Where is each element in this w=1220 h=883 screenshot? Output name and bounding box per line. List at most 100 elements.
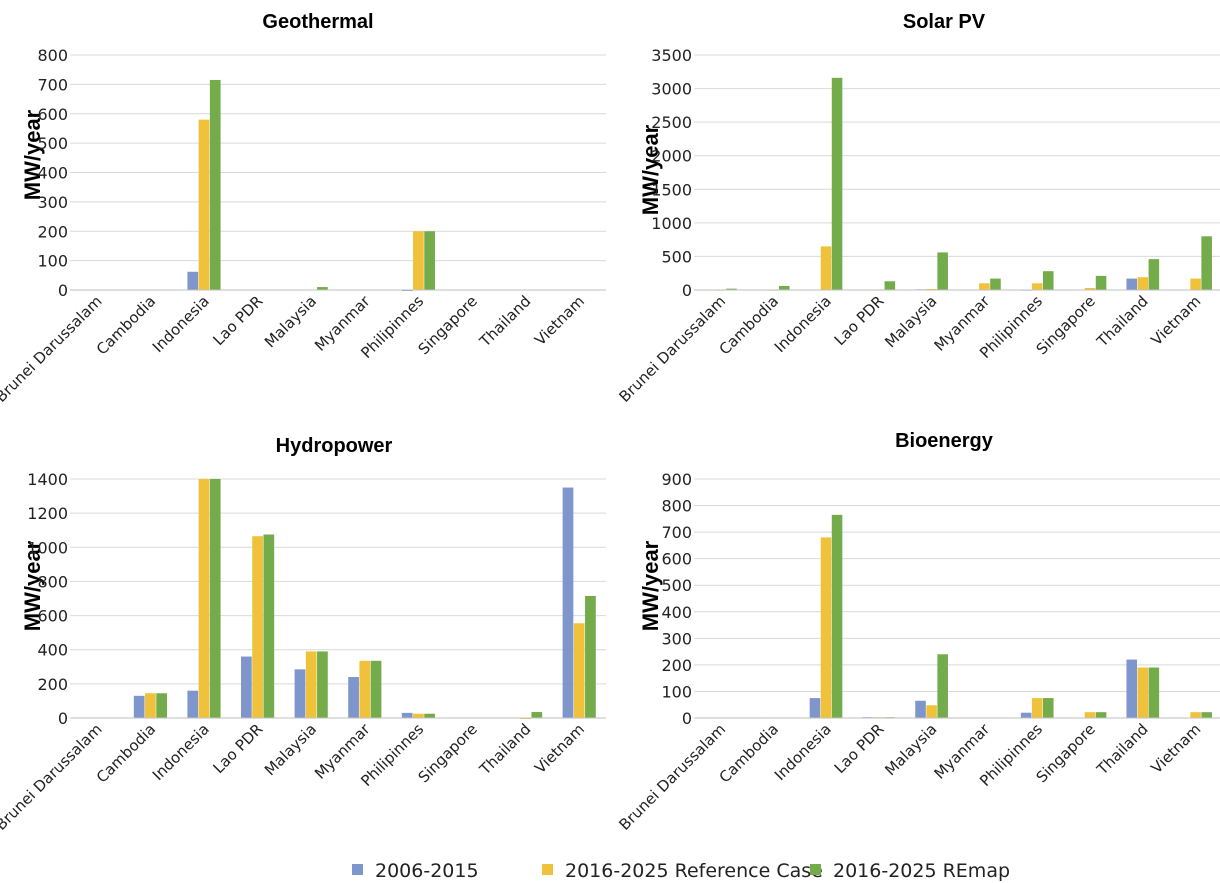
x-tick-label: Thailand bbox=[475, 720, 534, 779]
bar-3-singapore bbox=[1095, 712, 1107, 718]
y-tick-label: 800 bbox=[661, 497, 692, 516]
y-tick-label: 3000 bbox=[651, 80, 692, 99]
chart-title: Solar PV bbox=[903, 11, 986, 33]
y-tick-label: 200 bbox=[661, 656, 692, 675]
bar-1-indonesia bbox=[809, 698, 821, 718]
y-tick-label: 400 bbox=[661, 603, 692, 622]
bar-2-philipinnes bbox=[413, 713, 424, 718]
y-tick-label: 300 bbox=[661, 629, 692, 648]
y-tick-label: 700 bbox=[661, 523, 692, 542]
legend-label: 2016-2025 Reference Case bbox=[565, 860, 823, 882]
bar-2-indonesia bbox=[198, 479, 210, 718]
y-tick-label: 1200 bbox=[27, 504, 68, 523]
y-tick-label: 300 bbox=[37, 193, 68, 212]
y-tick-label: 600 bbox=[661, 550, 692, 569]
bar-3-lao-pdr bbox=[884, 281, 896, 290]
x-tick-label: Lao PDR bbox=[831, 292, 888, 349]
y-tick-label: 0 bbox=[682, 281, 692, 300]
y-tick-label: 400 bbox=[37, 164, 68, 183]
bar-1-thailand bbox=[1126, 278, 1138, 290]
bar-3-vietnam bbox=[1201, 236, 1212, 290]
x-tick-label: Vietnam bbox=[1147, 720, 1204, 777]
bar-3-thailand bbox=[1148, 667, 1160, 718]
bar-3-indonesia bbox=[831, 77, 843, 290]
bar-3-philipinnes bbox=[424, 713, 435, 718]
bar-1-philipinnes bbox=[1020, 712, 1032, 718]
bar-3-vietnam bbox=[585, 595, 596, 718]
bar-3-malaysia bbox=[317, 287, 328, 290]
x-tick-label: Brunei Darussalam bbox=[0, 720, 106, 834]
y-axis-label: MW/year bbox=[20, 109, 45, 200]
bar-1-vietnam bbox=[562, 487, 574, 718]
bar-3-philipinnes bbox=[1042, 698, 1054, 718]
legend-item: 2016-2025 REmap bbox=[810, 860, 1010, 882]
legend-swatch bbox=[810, 864, 821, 875]
x-tick-label: Singapore bbox=[415, 292, 481, 358]
bar-3-myanmar bbox=[990, 278, 1001, 290]
x-tick-label: Indonesia bbox=[149, 720, 213, 784]
legend-swatch bbox=[542, 864, 553, 875]
bar-3-singapore bbox=[1095, 275, 1107, 290]
chart-solar-pv: Solar PV MW/year 0 500 1000 1500 2000 2500 3000 3… bbox=[615, 11, 1220, 406]
y-tick-label: 400 bbox=[37, 641, 68, 660]
bar-2-myanmar bbox=[359, 660, 371, 718]
bar-1-thailand bbox=[1126, 659, 1138, 718]
y-axis-label: MW/year bbox=[638, 124, 663, 215]
legend-label: 2016-2025 REmap bbox=[833, 860, 1010, 882]
bar-2-malaysia bbox=[926, 288, 937, 290]
bar-2-indonesia bbox=[198, 119, 210, 291]
bar-2-vietnam bbox=[1190, 712, 1201, 718]
x-tick-label: Indonesia bbox=[149, 292, 213, 356]
chart-hydropower: Hydropower MW/year 0 200 400 600 800 1000 1200 14… bbox=[0, 435, 606, 834]
y-axis-label: MW/year bbox=[20, 540, 45, 631]
y-tick-label: 3500 bbox=[651, 46, 692, 65]
x-tick-label: Lao PDR bbox=[209, 720, 266, 777]
x-tick-label: Brunei Darussalam bbox=[615, 720, 729, 834]
bar-3-cambodia bbox=[778, 285, 790, 290]
bar-1-lao-pdr bbox=[241, 656, 252, 718]
y-tick-label: 500 bbox=[37, 134, 68, 153]
x-tick-label: Thailand bbox=[475, 292, 534, 351]
y-tick-label: 100 bbox=[37, 252, 68, 271]
y-tick-label: 900 bbox=[661, 470, 692, 489]
y-tick-label: 0 bbox=[58, 709, 68, 728]
bar-2-cambodia bbox=[145, 693, 156, 718]
x-tick-label: Indonesia bbox=[771, 292, 835, 356]
y-tick-label: 800 bbox=[37, 46, 68, 65]
x-tick-label: Thailand bbox=[1093, 720, 1152, 779]
bar-2-singapore bbox=[1084, 712, 1096, 718]
x-tick-label: Lao PDR bbox=[831, 720, 888, 777]
x-tick-label: Singapore bbox=[415, 720, 481, 786]
bar-2-philipinnes bbox=[413, 231, 424, 290]
bar-2-malaysia bbox=[926, 705, 937, 718]
bar-3-thailand bbox=[1148, 259, 1160, 290]
bar-2-singapore bbox=[1084, 287, 1096, 290]
x-tick-label: Lao PDR bbox=[209, 292, 266, 349]
chart-title: Geothermal bbox=[262, 11, 373, 33]
bar-3-vietnam bbox=[1201, 712, 1212, 718]
chart-title: Hydropower bbox=[276, 435, 393, 457]
x-tick-label: Brunei Darussalam bbox=[615, 292, 729, 406]
bar-2-philipinnes bbox=[1031, 283, 1043, 290]
bar-2-vietnam bbox=[1190, 278, 1201, 290]
bar-1-indonesia bbox=[187, 690, 199, 718]
legend: 2006-2015 2016-2025 Reference Case 2016-20… bbox=[352, 860, 1010, 882]
bar-1-myanmar bbox=[348, 677, 359, 718]
y-tick-label: 0 bbox=[58, 281, 68, 300]
bar-1-philipinnes bbox=[401, 712, 413, 718]
bar-3-brunei-darussalam bbox=[726, 288, 737, 290]
bar-3-philipinnes bbox=[424, 231, 435, 290]
bar-2-indonesia bbox=[820, 537, 832, 718]
y-tick-label: 500 bbox=[661, 576, 692, 595]
x-tick-label: Brunei Darussalam bbox=[0, 292, 106, 406]
y-tick-label: 600 bbox=[37, 105, 68, 124]
y-tick-label: 1400 bbox=[27, 470, 68, 489]
y-tick-label: 500 bbox=[661, 247, 692, 266]
y-tick-label: 2500 bbox=[651, 113, 692, 132]
y-axis-label: MW/year bbox=[638, 540, 663, 631]
bar-2-thailand bbox=[1137, 277, 1149, 290]
legend-swatch bbox=[352, 864, 363, 875]
y-tick-label: 1000 bbox=[651, 214, 692, 233]
bar-1-malaysia bbox=[915, 700, 926, 718]
